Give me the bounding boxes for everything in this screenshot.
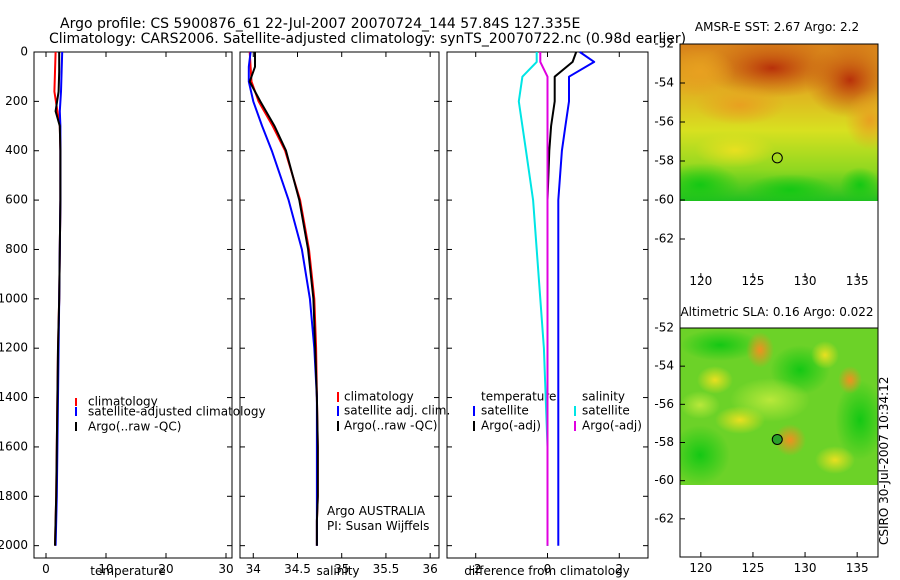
difference-panel: difference from climatology temperature … xyxy=(446,51,649,578)
footer-timestamp: CSIRO 30-Jul-2007 10:34:12 xyxy=(877,377,891,545)
sst-map-ytick-label-62: -62 xyxy=(654,232,674,246)
salinity-legend: climatology satellite adj. clim. Argo(..… xyxy=(337,390,450,433)
depth-ytick-label-600: 600 xyxy=(5,193,28,207)
sst-map-xtick-label-125: 125 xyxy=(741,274,764,288)
temperature-legend-satellite: satellite-adjusted climatology xyxy=(88,405,266,419)
difference-legend-temperature-argo: Argo(-adj) xyxy=(481,419,541,433)
temperature-legend-argo: Argo(..raw -QC) xyxy=(88,420,181,434)
difference-series-temperature-argo-adj xyxy=(546,51,578,546)
sla-map-field xyxy=(680,328,878,485)
sla-map-ytick-label-58: -58 xyxy=(654,435,674,449)
salinity-annotation-institution: Argo AUSTRALIA xyxy=(327,504,426,518)
sla-map-ytick-label-56: -56 xyxy=(654,397,674,411)
sla-map-xtick-label-135: 135 xyxy=(846,561,869,575)
salinity-xtick-label-35-5: 35.5 xyxy=(373,562,400,576)
depth-ytick-label-400: 400 xyxy=(5,143,28,157)
difference-legend-salinity-argo: Argo(-adj) xyxy=(582,419,642,433)
difference-xtick-label-0: 0 xyxy=(544,562,552,576)
sla-map-xtick-label-120: 120 xyxy=(689,561,712,575)
temperature-legend: climatology satellite-adjusted climatolo… xyxy=(75,395,266,434)
salinity-series-argo-raw-qc xyxy=(248,52,319,546)
salinity-series-climatology xyxy=(248,51,319,546)
sst-map-title: AMSR-E SST: 2.67 Argo: 2.2 xyxy=(695,20,859,34)
sla-map-argo-marker xyxy=(771,433,783,445)
salinity-legend-argo: Argo(..raw -QC) xyxy=(344,419,437,433)
sst-map-argo-marker xyxy=(771,152,783,164)
temperature-panel: temperature climatology satellite-adjust… xyxy=(0,45,266,579)
difference-xtick-label-2: 2 xyxy=(615,562,623,576)
difference-legend-salinity-heading: salinity xyxy=(582,390,625,404)
figure-title-line2: Climatology: CARS2006. Satellite-adjuste… xyxy=(49,31,686,47)
sst-map-xtick-label-130: 130 xyxy=(794,274,817,288)
sst-map-panel: AMSR-E SST: 2.67 Argo: 2.2 -52 -54 -56 -58 -… xyxy=(654,20,879,558)
difference-legend-temperature-heading: temperature xyxy=(481,390,556,404)
figure-title-line1: Argo profile: CS 5900876_61 22-Jul-2007 … xyxy=(60,16,580,32)
sst-map-ytick-label-54: -54 xyxy=(654,76,674,90)
difference-series-temperature-satellite xyxy=(557,51,596,546)
temperature-xtick-label-0: 0 xyxy=(42,562,50,576)
depth-ytick-label-1200: 1200 xyxy=(0,341,28,355)
sla-map-panel: Altimetric SLA: 0.16 Argo: 0.022 -52 -54 -… xyxy=(654,305,879,575)
salinity-annotation-pi: PI: Susan Wijffels xyxy=(327,519,429,533)
temperature-xtick-label-20: 20 xyxy=(158,562,173,576)
difference-legend: temperature satellite Argo(-adj) salinit… xyxy=(473,390,642,433)
salinity-legend-climatology: climatology xyxy=(344,390,414,404)
salinity-xtick-label-34: 34 xyxy=(246,562,261,576)
depth-ytick-label-200: 200 xyxy=(5,94,28,108)
salinity-series-satellite-adj-clim xyxy=(247,51,318,546)
temperature-axis-label: temperature xyxy=(90,564,165,578)
sla-map-ytick-label-62: -62 xyxy=(654,511,674,525)
salinity-xtick-label-34-5: 34.5 xyxy=(284,562,311,576)
depth-ytick-label-1400: 1400 xyxy=(0,390,28,404)
depth-ytick-label-1600: 1600 xyxy=(0,439,28,453)
sla-map-ytick-label-54: -54 xyxy=(654,359,674,373)
sla-map-ytick-label-60: -60 xyxy=(654,473,674,487)
sla-map-title: Altimetric SLA: 0.16 Argo: 0.022 xyxy=(680,305,873,319)
difference-series-salinity-satellite xyxy=(517,52,549,546)
sst-map-xtick-label-135: 135 xyxy=(846,274,869,288)
depth-ytick-label-1800: 1800 xyxy=(0,489,28,503)
sla-map-ytick-label-52: -52 xyxy=(654,321,674,335)
salinity-panel: salinity climatology satellite adj. clim… xyxy=(239,51,450,578)
difference-axis-label: difference from climatology xyxy=(464,564,630,578)
salinity-xtick-label-36: 36 xyxy=(423,562,438,576)
depth-ytick-label-0: 0 xyxy=(20,45,28,59)
salinity-legend-satellite: satellite adj. clim. xyxy=(344,404,450,418)
difference-series-salinity-argo-adj xyxy=(539,52,549,546)
sst-map-ytick-label-56: -56 xyxy=(654,115,674,129)
temperature-xtick-label-30: 30 xyxy=(218,562,233,576)
depth-ytick-label-1000: 1000 xyxy=(0,291,28,305)
sla-map-xtick-label-125: 125 xyxy=(741,561,764,575)
depth-ytick-label-800: 800 xyxy=(5,242,28,256)
sst-map-field xyxy=(680,44,878,201)
salinity-xtick-label-35: 35 xyxy=(334,562,349,576)
sla-map-xtick-label-130: 130 xyxy=(794,561,817,575)
difference-legend-temperature-satellite: satellite xyxy=(481,404,529,418)
sst-map-ytick-label-58: -58 xyxy=(654,154,674,168)
temperature-series-argo-raw-qc xyxy=(54,52,62,546)
difference-xtick-label-2: -2 xyxy=(470,562,482,576)
temperature-xtick-label-10: 10 xyxy=(98,562,113,576)
sst-map-xtick-label-120: 120 xyxy=(689,274,712,288)
salinity-axis-label: salinity xyxy=(316,564,359,578)
difference-legend-salinity-satellite: satellite xyxy=(582,404,630,418)
temperature-legend-climatology: climatology xyxy=(88,395,158,409)
depth-ytick-label-2000: 2000 xyxy=(0,538,28,552)
sst-map-ytick-label-60: -60 xyxy=(654,193,674,207)
sst-map-ytick-label-52: -52 xyxy=(654,37,674,51)
